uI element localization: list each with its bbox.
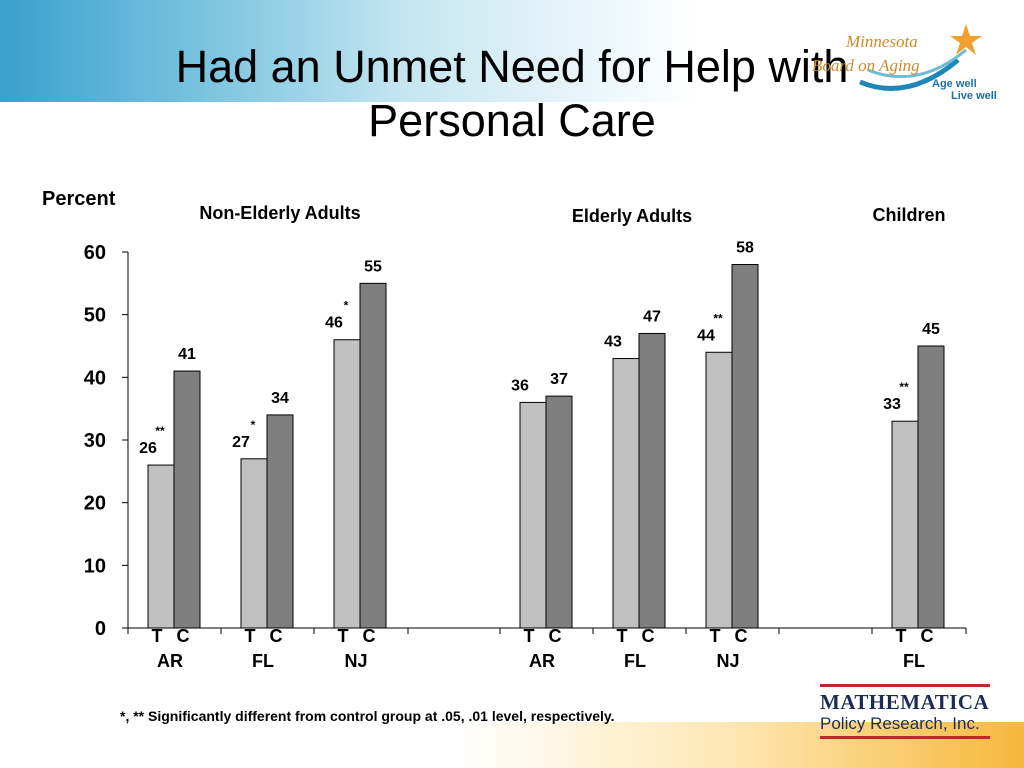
series-label-treatment: T (617, 626, 628, 646)
slide-title: Had an Unmet Need for Help with Personal… (175, 41, 849, 146)
bar-treatment (612, 358, 640, 629)
category-label: FL (252, 651, 274, 671)
group-label: Children (872, 205, 945, 225)
logo-rule-bottom (820, 736, 990, 739)
bar-control (917, 345, 945, 629)
group-label: Elderly Adults (572, 206, 692, 226)
y-tick-label: 30 (84, 430, 106, 452)
data-label-control: 41 (178, 346, 196, 363)
logo-name: MATHEMATICA (820, 690, 990, 714)
series-label-control: C (735, 626, 748, 646)
significance-marker: ** (155, 424, 165, 438)
data-label-control: 34 (271, 390, 289, 407)
series-label-treatment: T (152, 626, 163, 646)
series-label-control: C (363, 626, 376, 646)
series-label-control: C (642, 626, 655, 646)
data-label-control: 47 (643, 308, 661, 325)
group-label: Non-Elderly Adults (199, 203, 360, 223)
bar-treatment (705, 351, 733, 629)
logo-tagline-2: Live well (951, 90, 997, 102)
data-label-treatment: 46 (325, 315, 343, 332)
data-label-control: 45 (922, 321, 940, 338)
data-label-treatment: 26 (139, 440, 157, 457)
bar-control (359, 282, 387, 629)
bar-control (545, 395, 573, 629)
data-label-control: 55 (364, 258, 382, 275)
y-tick-label: 0 (95, 618, 106, 640)
data-label-control: 58 (736, 240, 754, 257)
significance-marker: ** (899, 380, 909, 394)
logo-text-line2: Board on Aging (812, 56, 920, 75)
header-band (0, 0, 1024, 102)
data-label-treatment: 43 (604, 334, 622, 351)
bar-control (638, 332, 666, 629)
bar-control (266, 414, 294, 629)
bar-treatment (333, 339, 361, 629)
y-tick-label: 50 (84, 305, 106, 327)
bar-control (173, 370, 201, 629)
logo-subtitle: Policy Research, Inc. (820, 714, 980, 733)
data-label-treatment: 33 (883, 396, 901, 413)
category-label: NJ (344, 651, 367, 671)
y-tick-label: 60 (84, 242, 106, 264)
logo-text-line1: Minnesota (846, 32, 918, 51)
logo-tagline-1: Age well (932, 78, 977, 90)
mathematica-logo: MATHEMATICA Policy Research, Inc. (820, 684, 990, 742)
significance-marker: * (251, 418, 256, 432)
bar-control (731, 264, 759, 629)
series-label-treatment: T (710, 626, 721, 646)
data-label-treatment: 44 (697, 327, 715, 344)
logo-rule-top (820, 684, 990, 687)
y-tick-label: 20 (84, 493, 106, 515)
category-label: FL (624, 651, 646, 671)
series-label-control: C (549, 626, 562, 646)
bar-treatment (519, 401, 547, 629)
series-label-control: C (177, 626, 190, 646)
y-tick-label: 40 (84, 367, 106, 389)
series-label-treatment: T (245, 626, 256, 646)
star-icon (950, 24, 982, 55)
minnesota-board-on-aging-logo: Minnesota Board on Aging Age well Live w… (808, 20, 1008, 110)
y-axis-label: Percent (42, 188, 116, 210)
data-label-treatment: 36 (511, 377, 529, 394)
data-label-control: 37 (550, 371, 568, 388)
data-label-treatment: 27 (232, 434, 250, 451)
category-label: FL (903, 651, 925, 671)
y-tick-label: 10 (84, 555, 106, 577)
footnote: *, ** Significantly different from contr… (120, 708, 615, 724)
series-label-control: C (921, 626, 934, 646)
bar-treatment (891, 420, 919, 629)
category-label: AR (157, 651, 183, 671)
footer-band (0, 722, 1024, 768)
bar-treatment (147, 464, 175, 629)
bar-treatment (240, 458, 268, 629)
category-label: NJ (716, 651, 739, 671)
series-label-treatment: T (338, 626, 349, 646)
logo-swoosh (859, 24, 982, 91)
series-label-control: C (270, 626, 283, 646)
series-label-treatment: T (896, 626, 907, 646)
significance-marker: ** (713, 311, 723, 325)
significance-marker: * (344, 299, 349, 313)
category-label: AR (529, 651, 555, 671)
series-label-treatment: T (524, 626, 535, 646)
